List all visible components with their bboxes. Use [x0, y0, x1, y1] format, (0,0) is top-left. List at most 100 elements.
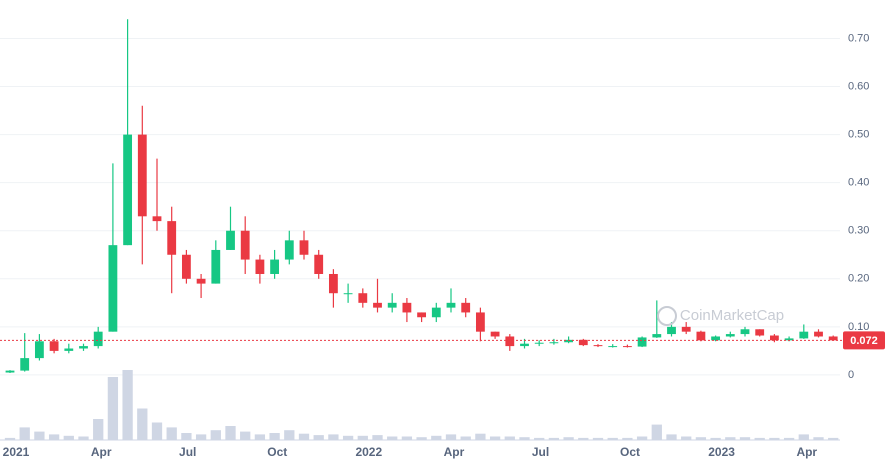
y-tick-label: 0.20 — [848, 273, 869, 285]
candle-body — [167, 221, 177, 255]
candle-body — [373, 302, 382, 308]
candle-body — [475, 312, 485, 332]
x-tick-label: Oct — [620, 445, 640, 459]
volume-bar — [431, 435, 442, 440]
candle-body — [328, 273, 338, 294]
volume-bar — [739, 437, 751, 440]
volume-bar — [63, 435, 74, 440]
candle-body — [505, 336, 515, 347]
candle-body — [667, 326, 676, 335]
watermark: CoinMarketCap — [680, 307, 784, 324]
candle-body — [402, 302, 412, 313]
volume-bar — [798, 434, 809, 440]
volume-bar — [313, 435, 324, 440]
volume-bar — [416, 437, 427, 440]
price-tag — [843, 331, 885, 350]
volume-bar — [622, 437, 633, 440]
volume-bar — [578, 437, 589, 440]
candle-body — [5, 370, 15, 373]
watermark-logo — [657, 306, 677, 326]
candle-body — [755, 329, 765, 336]
candle-body — [343, 293, 353, 295]
candle-body — [387, 302, 397, 308]
volume-bar — [342, 435, 354, 440]
candle-body — [799, 331, 809, 339]
volume-bar — [828, 437, 839, 440]
y-tick-label: 0.70 — [848, 32, 869, 44]
y-tick-label: 0.60 — [848, 80, 869, 92]
candle-body — [564, 339, 574, 343]
candle-body — [681, 326, 691, 332]
volume-bar — [783, 437, 795, 440]
volume-bar — [592, 437, 604, 440]
x-tick-label: Oct — [267, 445, 287, 459]
candle-body — [181, 254, 191, 279]
candle-body — [814, 331, 823, 337]
x-tick-label: Jul — [532, 445, 549, 459]
x-tick-label: Apr — [796, 445, 817, 459]
candle-body — [593, 345, 603, 347]
candle-body — [49, 341, 59, 351]
volume-bar — [504, 436, 515, 440]
volume-bar — [710, 437, 721, 440]
volume-bar — [93, 419, 104, 440]
volume-bar — [548, 437, 560, 440]
volume-bar — [489, 436, 501, 440]
candle-body — [652, 334, 662, 338]
volume-bar — [681, 436, 692, 440]
volume-bar — [166, 427, 177, 440]
y-tick-label: 0.40 — [848, 177, 869, 189]
candle-body — [490, 331, 500, 337]
candle-body — [270, 259, 280, 274]
volume-bar — [151, 422, 163, 440]
candle-body — [417, 312, 427, 318]
volume-bar — [48, 434, 60, 440]
candle-body — [284, 240, 294, 260]
price-label: 0.072 — [850, 335, 878, 347]
plot: 0 0.10 0.20 0.30 0.40 0.50 0.60 0.70 2021 Apr Jul O… — [0, 19, 885, 459]
volume-bar — [357, 435, 368, 440]
y-tick-label: 0.50 — [848, 128, 869, 140]
volume-bar — [695, 437, 707, 440]
candle-body — [226, 230, 235, 250]
volume-bar — [607, 437, 618, 440]
candle-body — [108, 245, 118, 332]
volume-bar — [284, 430, 295, 440]
candle-body — [637, 337, 647, 347]
volume-bar — [754, 437, 765, 440]
candle-body — [608, 346, 618, 348]
candle-body — [696, 331, 706, 341]
candle-body — [299, 240, 309, 255]
volume-bar — [534, 437, 545, 440]
volume-bar — [269, 433, 280, 440]
candle-body — [64, 348, 74, 351]
volume-bar — [813, 437, 824, 440]
volume-bar — [651, 424, 662, 440]
volume-bar — [372, 435, 383, 440]
volume-bar — [181, 433, 192, 440]
candle-body — [240, 230, 250, 260]
y-tick-label: 0 — [848, 369, 854, 381]
candle-body — [725, 334, 735, 337]
candle-body — [534, 342, 544, 344]
candle-body — [137, 134, 147, 217]
x-tick-label: Apr — [444, 445, 465, 459]
volume-bar — [19, 427, 30, 440]
volume-bar — [225, 426, 236, 440]
candle-body — [520, 343, 529, 347]
candle-body — [79, 346, 88, 349]
candle-body — [578, 339, 588, 346]
volume-bar — [401, 436, 413, 440]
x-tick-label: 2023 — [708, 445, 735, 459]
candle-body — [740, 329, 750, 335]
x-tick-label: Apr — [91, 445, 112, 459]
volume-bar — [328, 434, 339, 440]
volume-bar — [636, 436, 648, 440]
candle-body — [152, 216, 162, 222]
volume-bar — [460, 436, 471, 440]
candle-body — [93, 331, 103, 347]
candle-body — [461, 302, 471, 313]
volume-bar — [725, 437, 736, 440]
volume-bar — [519, 437, 530, 440]
